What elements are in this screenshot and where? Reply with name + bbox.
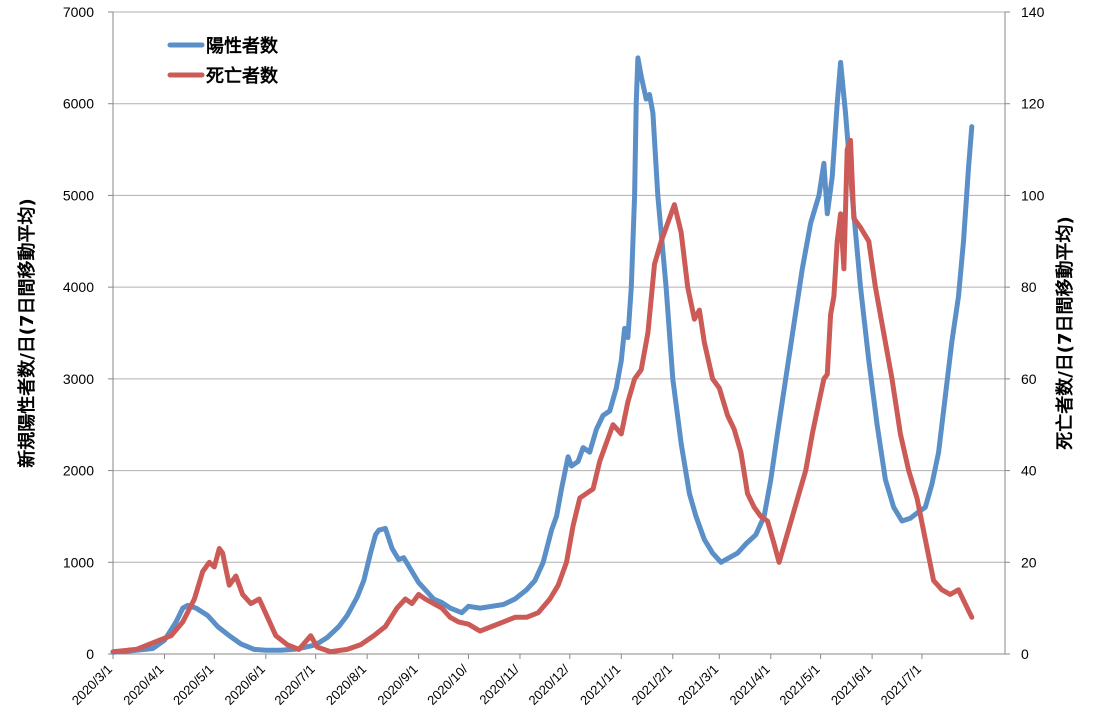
x-tick-label: 2020/11/ (476, 661, 522, 707)
y-tick-label-right: 100 (1021, 187, 1045, 203)
y-axis-title-left: 新規陽性者数/日(7日間移動平均) (16, 198, 38, 468)
x-tick-label: 2020/9/1 (374, 662, 420, 708)
y-tick-label-right: 40 (1021, 463, 1037, 479)
y-tick-label-left: 0 (86, 646, 94, 662)
x-tick-label: 2020/12/ (526, 661, 573, 708)
y-tick-label-left: 3000 (63, 371, 94, 387)
y-axis-title-right: 死亡者数/日(7日間移動平均) (1054, 216, 1076, 450)
x-tick-label: 2020/3/1 (69, 662, 115, 708)
x-tick-label: 2021/4/1 (727, 662, 773, 708)
y-tick-label-right: 20 (1021, 554, 1037, 570)
series-line-deaths (110, 137, 975, 655)
x-tick-label: 2020/6/1 (222, 662, 268, 708)
axis-titles: 新規陽性者数/日(7日間移動平均) 死亡者数/日(7日間移動平均) (16, 198, 1076, 468)
y-tick-label-left: 1000 (63, 554, 94, 570)
y-tick-label-left: 2000 (63, 463, 94, 479)
grid-lines (113, 11, 1005, 563)
legend-label: 死亡者数 (206, 65, 279, 87)
x-tick-label: 2020/10/ (424, 661, 471, 708)
y-tick-label-right: 120 (1021, 96, 1045, 112)
y-tick-label-right: 140 (1021, 4, 1045, 20)
y-tick-label-right: 60 (1021, 371, 1037, 387)
x-tick-label: 2021/7/1 (878, 662, 924, 708)
y-tick-label-right: 80 (1021, 279, 1037, 295)
x-tick-label: 2021/1/1 (577, 662, 623, 708)
axes: 0 0 1000 20 2000 40 3000 60 4000 80 5000 100 6000 120… (63, 4, 1045, 708)
y-tick-label-left: 7000 (63, 4, 94, 20)
y-tick-label-left: 4000 (63, 279, 94, 295)
y-tick-label-right: 0 (1021, 646, 1029, 662)
series-line-positives (110, 55, 975, 655)
x-tick-label: 2020/5/1 (170, 662, 216, 708)
x-tick-label: 2021/6/1 (828, 662, 874, 708)
x-tick-label: 2020/4/1 (120, 662, 166, 708)
x-tick-label: 2021/3/1 (675, 662, 721, 708)
x-tick-label: 2021/2/1 (629, 662, 675, 708)
x-tick-label: 2020/7/1 (271, 662, 317, 708)
legend-label: 陽性者数 (206, 35, 279, 57)
series-lines (110, 55, 975, 655)
x-tick-label: 2020/8/1 (323, 662, 369, 708)
x-tick-label: 2021/5/1 (776, 662, 822, 708)
y-tick-label-left: 5000 (63, 187, 94, 203)
y-tick-label-left: 6000 (63, 96, 94, 112)
